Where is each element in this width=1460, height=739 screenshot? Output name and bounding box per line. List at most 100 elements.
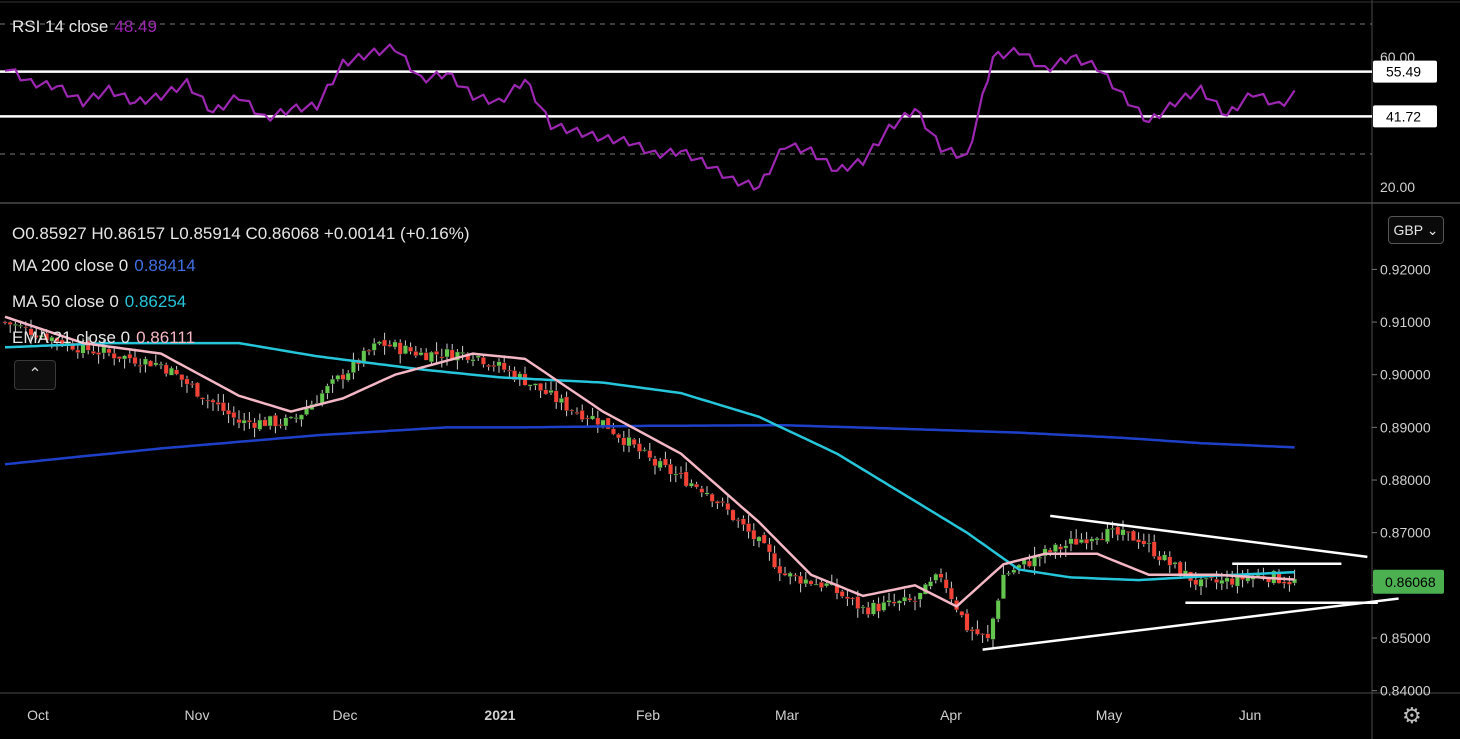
candle-body [813, 583, 819, 586]
candle-body [761, 534, 767, 544]
candle-body [1099, 538, 1105, 541]
candle-body [293, 417, 299, 419]
candle-body [1094, 538, 1100, 541]
candle-body [772, 553, 778, 568]
candle-body [694, 483, 700, 488]
price-tick-label: 0.90000 [1380, 367, 1431, 383]
time-axis-label: 2021 [484, 707, 515, 723]
currency-selector[interactable]: GBP ⌄ [1388, 216, 1444, 244]
candle-body [1156, 555, 1162, 561]
candle-body [845, 596, 850, 599]
candle-body [163, 364, 169, 374]
candle-body [278, 424, 283, 426]
candle-body [418, 352, 424, 356]
candle-body [751, 529, 757, 540]
candle-body [569, 409, 575, 412]
rsi-label: RSI 14 close [12, 17, 109, 36]
candle-body [715, 501, 720, 504]
candle-body [1125, 531, 1131, 533]
candle-body [1006, 573, 1012, 575]
candle-body [527, 384, 533, 387]
candle-body [969, 629, 975, 632]
rsi-level-label-bg [1373, 60, 1437, 83]
candle-body [668, 464, 674, 475]
gear-icon[interactable]: ⚙ [1402, 703, 1422, 728]
ma50-value: 0.86254 [124, 292, 187, 311]
candle-body [678, 472, 684, 475]
candle-body [1011, 569, 1017, 573]
candle-body [720, 501, 726, 503]
candle-body [990, 618, 996, 640]
candle-body [943, 579, 949, 589]
candle-body [1198, 579, 1204, 587]
ema21-line [4, 315, 1295, 608]
candle-body [127, 353, 133, 359]
collapse-legend-button[interactable]: ⌃ [14, 360, 56, 390]
candle-body [7, 321, 13, 325]
candle-body [1193, 579, 1199, 586]
candle-body [1089, 538, 1095, 542]
candle-body [512, 370, 518, 381]
price-tick-label: 0.85000 [1380, 630, 1431, 646]
candle-body [824, 583, 830, 587]
candle-body [548, 390, 554, 394]
candle-body [137, 365, 143, 367]
candle-body [220, 402, 226, 412]
rsi-legend: RSI 14 close 48.49 [12, 17, 157, 37]
candle-body [226, 410, 231, 415]
candle-body [855, 596, 861, 609]
ma200-label: MA 200 close 0 [12, 256, 129, 275]
candle-body [704, 492, 710, 495]
ema21-label: EMA 21 close 0 [12, 328, 131, 347]
candle-body [392, 341, 398, 348]
candle-body [205, 399, 211, 402]
candle-body [585, 417, 590, 420]
rsi-level-label-bg [1373, 105, 1437, 128]
candle-body [1136, 539, 1142, 543]
candle-body [803, 579, 809, 584]
ema21-legend: EMA 21 close 0 0.86111 [12, 328, 195, 348]
candle-body [423, 352, 429, 361]
candle-body [85, 340, 91, 351]
candle-body [174, 369, 179, 375]
last-price-label-bg [1373, 569, 1444, 594]
candle-body [371, 343, 377, 351]
candle-body [605, 417, 611, 430]
candle-body [12, 324, 18, 326]
candle-body [116, 356, 122, 360]
candle-body [246, 420, 252, 423]
time-axis-label: Jun [1239, 707, 1262, 723]
candle-body [496, 361, 502, 367]
candle-body [132, 356, 138, 365]
candle-body [1151, 541, 1157, 557]
candle-body [475, 355, 481, 358]
ohlc-readout: O0.85927 H0.86157 L0.85914 C0.86068 +0.0… [12, 224, 470, 243]
candle-body [917, 592, 923, 600]
candle-body [876, 603, 882, 612]
candle-body [194, 382, 200, 397]
rsi-line [4, 43, 1296, 191]
candle-body [345, 372, 351, 381]
candle-body [262, 419, 268, 427]
price-tick-label: 0.89000 [1380, 419, 1431, 435]
candle-body [647, 450, 653, 458]
candle-body [637, 443, 642, 452]
candle-body [938, 573, 944, 578]
time-axis-label: May [1096, 707, 1122, 723]
candle-body [850, 597, 856, 600]
candle-body [574, 412, 580, 414]
candle-body [1229, 578, 1235, 586]
candle-body [1063, 545, 1069, 549]
candle-body [408, 346, 413, 352]
candle-body [663, 458, 668, 466]
candle-body [481, 357, 486, 365]
candle-body [434, 351, 439, 355]
candle-body [1026, 560, 1032, 567]
candle-body [756, 536, 762, 542]
price-tick-label: 0.88000 [1380, 472, 1431, 488]
candle-body [709, 493, 715, 502]
candle-body [553, 390, 559, 403]
candle-body [808, 580, 814, 585]
candle-body [236, 419, 242, 424]
candle-body [975, 628, 980, 635]
